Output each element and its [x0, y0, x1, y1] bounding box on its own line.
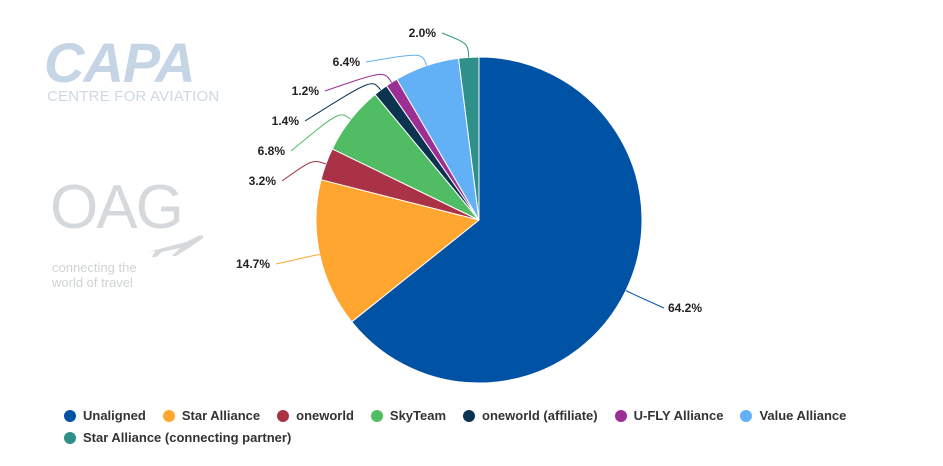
oag-logo-word: OAG: [50, 173, 184, 242]
legend-dot-icon: [277, 409, 290, 422]
legend-item[interactable]: Star Alliance (connecting partner): [64, 430, 291, 445]
connector-line: [304, 83, 382, 122]
oag-tagline-1: connecting the: [52, 260, 137, 275]
legend-item[interactable]: U-FLY Alliance: [614, 408, 724, 423]
connector-line: [365, 54, 428, 66]
legend-dot-icon: [64, 431, 76, 444]
pie-slice-star-alliance: [315, 179, 481, 323]
legend-dot-icon: [64, 409, 76, 422]
data-label: 64.2%: [668, 301, 702, 315]
legend-label: oneworld: [296, 408, 354, 423]
connector-line: [275, 253, 320, 265]
legend-item[interactable]: Unaligned: [64, 408, 146, 423]
legend-dot-icon: [162, 409, 175, 422]
legend-label: Value Alliance: [759, 408, 847, 423]
connector-line: [281, 161, 327, 182]
legend-item[interactable]: oneworld: [277, 408, 354, 423]
data-label: 6.8%: [258, 144, 286, 158]
data-label: 1.2%: [292, 84, 320, 98]
legend-label: U-FLY Alliance: [633, 408, 724, 423]
capa-logo: CAPA CENTRE FOR AVIATION: [44, 31, 254, 108]
legend-label: Star Alliance (connecting partner): [83, 430, 292, 445]
connector-line: [625, 290, 665, 309]
connector-line: [441, 32, 470, 58]
legend-dot-icon: [740, 409, 753, 422]
legend-label: Star Alliance: [181, 408, 261, 423]
legend-item[interactable]: Star Alliance: [162, 408, 261, 423]
data-label: 3.2%: [249, 174, 277, 188]
data-label: 14.7%: [236, 257, 270, 271]
connector-line: [290, 114, 352, 152]
legend-item[interactable]: Value Alliance: [740, 408, 846, 423]
data-label: 1.4%: [272, 114, 300, 128]
legend-item[interactable]: oneworld (affiliate): [463, 408, 598, 423]
legend-item[interactable]: SkyTeam: [370, 408, 447, 423]
legend-dot-icon: [614, 409, 627, 422]
pie-chart: 64.2% 14.7% 3.2% 6.8% 1.4% 1.2% 6.4% 2.0%: [236, 26, 702, 384]
legend-dot-icon: [370, 409, 383, 422]
capa-logo-subtitle: CENTRE FOR AVIATION: [47, 88, 220, 105]
legend-dot-icon: [463, 409, 476, 422]
oag-logo: OAG connecting the world of travel: [50, 173, 220, 292]
legend-label: SkyTeam: [389, 408, 447, 423]
data-label: 6.4%: [333, 55, 361, 69]
data-label: 2.0%: [409, 26, 437, 40]
connector-line: [324, 73, 393, 92]
legend-label: Unaligned: [83, 408, 146, 423]
capa-logo-word: CAPA: [44, 31, 196, 94]
chart-legend: Unaligned Star Alliance oneworld SkyTeam one…: [64, 408, 924, 452]
airplane-icon: [148, 235, 204, 257]
oag-tagline-2: world of travel: [52, 275, 133, 290]
legend-label: oneworld (affiliate): [482, 408, 598, 423]
